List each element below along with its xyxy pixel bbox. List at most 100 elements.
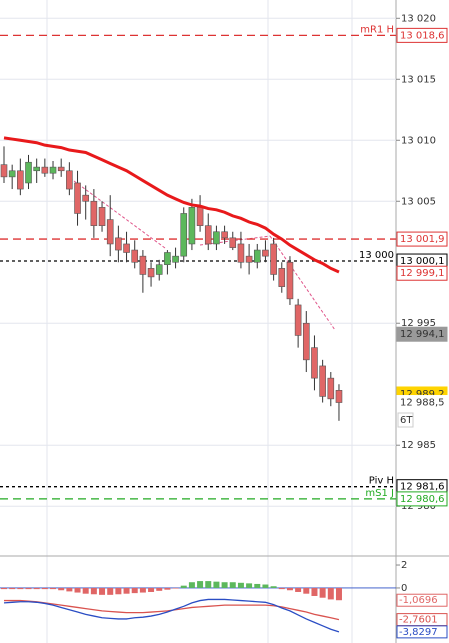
- histogram-bar: [115, 587, 122, 595]
- candle-body: [286, 261, 294, 300]
- y-tick-label: 13 005: [401, 196, 436, 207]
- y-tick-label: 13 020: [401, 13, 436, 24]
- histogram-bar: [148, 587, 155, 592]
- candle-body: [245, 255, 253, 263]
- y-tick-label: 12 980: [401, 501, 436, 512]
- candle-body: [131, 249, 139, 263]
- histogram-bar: [58, 587, 65, 591]
- candle-body: [311, 347, 318, 379]
- candle-body: [270, 243, 277, 275]
- histogram-bar: [180, 585, 187, 588]
- candle-body: [74, 182, 81, 214]
- candle-body: [253, 249, 261, 263]
- candle-body: [8, 170, 16, 178]
- price-tag-label: 12 989,2: [400, 389, 445, 400]
- histogram-bar: [221, 582, 228, 588]
- histogram-bar: [74, 587, 81, 593]
- candle-body: [123, 243, 130, 253]
- histogram-bar: [197, 581, 204, 588]
- candle-body: [57, 166, 65, 172]
- histogram-bar: [311, 587, 318, 596]
- price-tag-label: 12 994,1: [400, 329, 445, 340]
- histogram-bar: [213, 581, 220, 588]
- histogram-bar: [278, 587, 285, 590]
- histogram-bar: [33, 587, 40, 590]
- price-tag: [396, 326, 448, 342]
- price-tag: [396, 265, 448, 281]
- y-tick-label: 0: [401, 583, 407, 594]
- histogram-bar: [82, 587, 89, 594]
- candle-body: [66, 170, 73, 190]
- level-tag: [396, 27, 448, 43]
- histogram-bar: [66, 587, 73, 592]
- level-tag: [396, 491, 448, 507]
- histogram-bar: [131, 587, 138, 594]
- candle-body: [155, 264, 163, 275]
- histogram-bar: [188, 582, 195, 588]
- candle-body: [335, 390, 343, 403]
- histogram-bar: [172, 587, 179, 589]
- price-tag-label: 12 988,5: [400, 398, 445, 409]
- histogram-bar: [25, 587, 32, 590]
- osc-tag-label: -2,7601: [399, 615, 438, 626]
- histogram-bar: [9, 587, 16, 590]
- histogram-bar: [319, 587, 326, 598]
- price-tag: [396, 395, 448, 411]
- osc-tag-label: -1,0696: [399, 595, 438, 606]
- candle-body: [302, 322, 310, 361]
- osc-tag: [396, 625, 448, 639]
- candle-body: [0, 164, 8, 178]
- histogram-bar: [303, 587, 310, 594]
- level-tag: [396, 231, 448, 247]
- moving-average: [3, 136, 340, 274]
- histogram-bar: [139, 587, 146, 593]
- histogram-bar: [286, 587, 293, 591]
- candle-body: [17, 170, 24, 190]
- histogram-bar: [90, 587, 97, 595]
- candle-body: [327, 377, 335, 400]
- price-tag-label: 12 999,1: [400, 268, 445, 279]
- candle-body: [204, 225, 212, 245]
- candle-body: [221, 231, 228, 239]
- candle-body: [188, 207, 196, 245]
- vertical-grid: [46, 0, 353, 643]
- candle-body: [147, 268, 155, 278]
- candle-body: [237, 243, 245, 263]
- candle-body: [172, 255, 179, 263]
- candle-body: [196, 207, 204, 226]
- histogram-bar: [164, 587, 171, 590]
- y-tick-label: 2: [401, 560, 407, 571]
- candle-body: [278, 268, 286, 287]
- histogram-bar: [107, 587, 114, 595]
- level-label: 13 018,6: [400, 30, 445, 41]
- histogram-bar: [327, 587, 334, 600]
- candle-body: [294, 304, 302, 336]
- histogram-bar: [237, 582, 244, 588]
- osc-tag-label: -3,8297: [399, 627, 438, 638]
- candle-body: [180, 213, 188, 257]
- candle-body: [49, 166, 57, 174]
- histogram-bar: [99, 587, 106, 595]
- y-tick-label: 12 985: [401, 440, 436, 451]
- candle-body: [82, 194, 89, 202]
- candle-body: [115, 237, 122, 251]
- histogram-bar: [50, 587, 57, 590]
- candle-body: [25, 161, 32, 184]
- candle-body: [262, 249, 269, 257]
- candle-body: [41, 166, 49, 174]
- candle-body: [90, 200, 98, 226]
- candle-body: [213, 231, 220, 245]
- histogram-bar: [295, 587, 302, 592]
- trend-line: [269, 235, 336, 331]
- histogram-bar: [17, 587, 24, 590]
- level-label: 13 000,1: [400, 256, 445, 267]
- histogram-bar: [156, 587, 163, 591]
- candle-body: [139, 255, 147, 275]
- level-name: mR1 H: [360, 24, 394, 35]
- level-label: 12 980,6: [400, 494, 445, 505]
- candle-body: [229, 237, 237, 248]
- osc-tag: [396, 593, 448, 607]
- level-name: mS1 J: [365, 488, 394, 499]
- candle-body: [164, 252, 171, 265]
